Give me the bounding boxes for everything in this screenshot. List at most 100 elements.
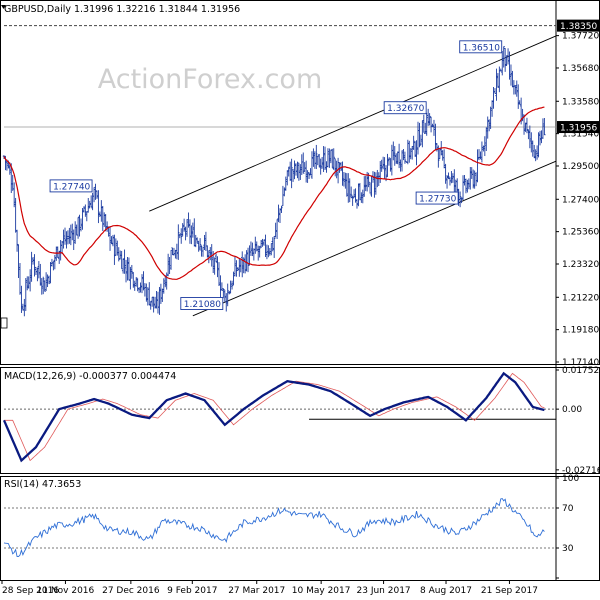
x-tick-label: 27 Dec 2016 <box>102 586 160 596</box>
ohlc-bar <box>12 182 16 208</box>
ohlc-bar <box>458 191 462 208</box>
price-tick-label: 1.29500 <box>562 162 599 172</box>
ohlc-bar <box>243 254 247 274</box>
ohlc-bar <box>79 218 83 232</box>
ohlc-bar <box>105 221 109 232</box>
ohlc-bar <box>408 140 411 163</box>
ohlc-bar <box>283 187 286 197</box>
ohlc-bar <box>258 245 261 258</box>
ohlc-bar <box>492 86 495 109</box>
ohlc-bars <box>2 46 546 317</box>
ohlc-bar <box>152 296 155 313</box>
ohlc-bar <box>262 239 266 246</box>
ohlc-bar <box>473 170 476 189</box>
ohlc-bar <box>410 146 414 160</box>
ohlc-bar <box>140 274 144 294</box>
ohlc-bar <box>307 172 311 179</box>
ohlc-bar <box>76 217 80 239</box>
ohlc-bar <box>101 205 104 231</box>
ohlc-bar <box>88 200 91 209</box>
rsi-tick-label: 70 <box>562 504 574 514</box>
x-tick-label: 11 Nov 2016 <box>37 586 95 596</box>
ohlc-bar <box>174 249 177 259</box>
ohlc-bar <box>389 158 392 172</box>
ohlc-bar <box>470 167 473 179</box>
ohlc-bar <box>540 130 543 144</box>
ohlc-bar <box>349 186 353 199</box>
ohlc-bar <box>432 119 436 136</box>
ohlc-bar <box>137 287 141 294</box>
ohlc-bar <box>214 253 218 263</box>
ohlc-bar <box>390 144 394 176</box>
ohlc-bar <box>360 192 363 203</box>
price-annotation-label: 1.27730 <box>419 195 456 205</box>
ohlc-bar <box>502 46 505 68</box>
ohlc-bar <box>467 178 471 190</box>
ohlc-bar <box>383 157 386 179</box>
ohlc-bar <box>345 173 349 197</box>
ohlc-bar <box>143 283 147 297</box>
ohlc-bar <box>235 260 238 277</box>
ohlc-bar <box>72 229 75 251</box>
ohlc-bar <box>153 296 157 309</box>
ohlc-bar <box>393 146 396 166</box>
ohlc-bar <box>319 158 322 175</box>
ohlc-bar <box>272 235 276 258</box>
ohlc-bar <box>20 285 23 313</box>
ohlc-bar <box>230 280 234 290</box>
ohlc-bar <box>493 88 497 94</box>
ohlc-bar <box>161 288 164 302</box>
reference-level-label: 1.38350 <box>560 22 597 32</box>
ohlc-bar <box>363 176 366 197</box>
ohlc-bar <box>290 158 293 189</box>
ohlc-bar <box>418 122 421 148</box>
ohlc-bar <box>463 174 466 186</box>
ohlc-bar <box>426 108 430 126</box>
ohlc-bar <box>428 113 431 126</box>
ohlc-bar <box>297 162 301 181</box>
ohlc-bar <box>132 272 135 288</box>
ohlc-bar <box>415 140 418 166</box>
ohlc-bar <box>538 130 542 146</box>
ohlc-bar <box>39 263 42 286</box>
ohlc-bar <box>400 150 404 172</box>
ohlc-bar <box>293 160 296 180</box>
macd-tick-label: 0.00 <box>562 405 582 415</box>
ohlc-bar <box>435 143 439 152</box>
channel-upper-line <box>149 35 557 212</box>
ohlc-bar <box>124 259 128 283</box>
x-tick-label: 27 Mar 2017 <box>228 586 285 596</box>
ohlc-bar <box>97 190 100 224</box>
rsi-line <box>3 498 545 558</box>
ohlc-bar <box>331 148 334 168</box>
ohlc-bar <box>181 223 184 237</box>
ohlc-bar <box>30 251 33 282</box>
ohlc-bar <box>270 243 273 256</box>
ohlc-bar <box>543 118 546 136</box>
ohlc-bar <box>120 250 123 270</box>
ohlc-bar <box>191 222 195 238</box>
ohlc-bar <box>164 275 167 288</box>
ohlc-bar <box>116 240 119 256</box>
ohlc-bar <box>445 175 449 189</box>
ohlc-bar <box>110 236 113 245</box>
ohlc-bar <box>207 250 211 264</box>
ohlc-bar <box>328 148 331 168</box>
ohlc-bar <box>316 155 319 166</box>
ohlc-bar <box>329 149 333 164</box>
ohlc-bar <box>517 84 520 109</box>
ohlc-bar <box>318 153 321 168</box>
price-panel-title: GBPUSD,Daily 1.31996 1.32216 1.31844 1.3… <box>4 4 240 15</box>
rsi-tick-label: 100 <box>562 474 579 484</box>
current-price-label: 1.31956 <box>560 124 597 134</box>
ohlc-bar <box>379 161 382 183</box>
ohlc-bar <box>43 280 46 292</box>
ohlc-bar <box>431 123 434 128</box>
ohlc-bar <box>422 114 426 133</box>
ohlc-bar <box>103 212 106 227</box>
ohlc-bar <box>145 283 148 302</box>
ohlc-bar <box>149 300 152 310</box>
price-annotation-box <box>459 40 503 54</box>
ohlc-bar <box>310 151 314 179</box>
